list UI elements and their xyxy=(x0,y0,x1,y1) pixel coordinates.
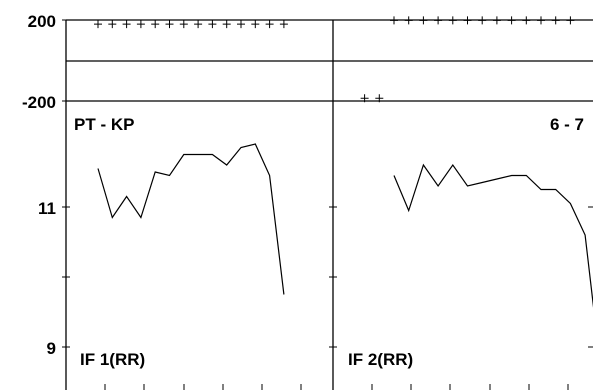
left-plus-marker-1 xyxy=(108,20,117,29)
right-plus-marker-0 xyxy=(360,94,369,103)
right-plus-marker-5 xyxy=(434,16,443,25)
left-plus-marker-0 xyxy=(94,20,102,29)
left-plus-marker-5 xyxy=(165,20,174,29)
left-plus-marker-3 xyxy=(136,20,145,29)
ytick-label-9: 9 xyxy=(47,339,56,358)
right-panel-title: 6 - 7 xyxy=(550,115,584,134)
right-plus-marker-6 xyxy=(448,16,457,25)
right-plus-marker-4 xyxy=(419,16,428,25)
left-plus-marker-2 xyxy=(122,20,131,29)
right-panel-label: IF 2(RR) xyxy=(348,350,413,369)
y-ticks xyxy=(62,19,593,348)
right-plus-marker-7 xyxy=(463,16,472,25)
right-plus-marker-11 xyxy=(522,16,531,25)
ytick-label-minus200: -200 xyxy=(22,93,56,112)
left-panel-label: IF 1(RR) xyxy=(80,350,145,369)
ytick-label-200: 200 xyxy=(28,12,56,31)
right-plus-marker-14 xyxy=(566,16,575,25)
left-plus-marker-11 xyxy=(251,20,260,29)
right-plus-marker-10 xyxy=(507,16,516,25)
right-series-line xyxy=(393,163,593,308)
left-plus-marker-12 xyxy=(265,20,274,29)
left-plus-marker-6 xyxy=(179,20,188,29)
left-plus-marker-8 xyxy=(208,20,217,29)
left-plus-marker-9 xyxy=(222,20,231,29)
left-plus-marker-13 xyxy=(279,20,288,29)
right-plus-marker-2 xyxy=(390,16,398,25)
right-plus-marker-13 xyxy=(551,16,560,25)
right-plus-marker-12 xyxy=(537,16,545,25)
chart-frame xyxy=(65,19,593,390)
right-plus-marker-3 xyxy=(404,16,413,25)
left-series-line xyxy=(97,143,285,295)
x-ticks xyxy=(104,384,569,390)
right-plus-marker-9 xyxy=(492,16,501,25)
ytick-label-11: 11 xyxy=(38,199,56,218)
left-plus-marker-7 xyxy=(194,20,203,29)
chart-marks xyxy=(94,16,593,308)
left-plus-marker-4 xyxy=(151,20,160,29)
right-plus-marker-1 xyxy=(375,94,384,103)
right-plus-marker-8 xyxy=(478,16,487,25)
left-panel-title: PT - KP xyxy=(74,115,134,134)
left-plus-marker-10 xyxy=(237,20,245,29)
